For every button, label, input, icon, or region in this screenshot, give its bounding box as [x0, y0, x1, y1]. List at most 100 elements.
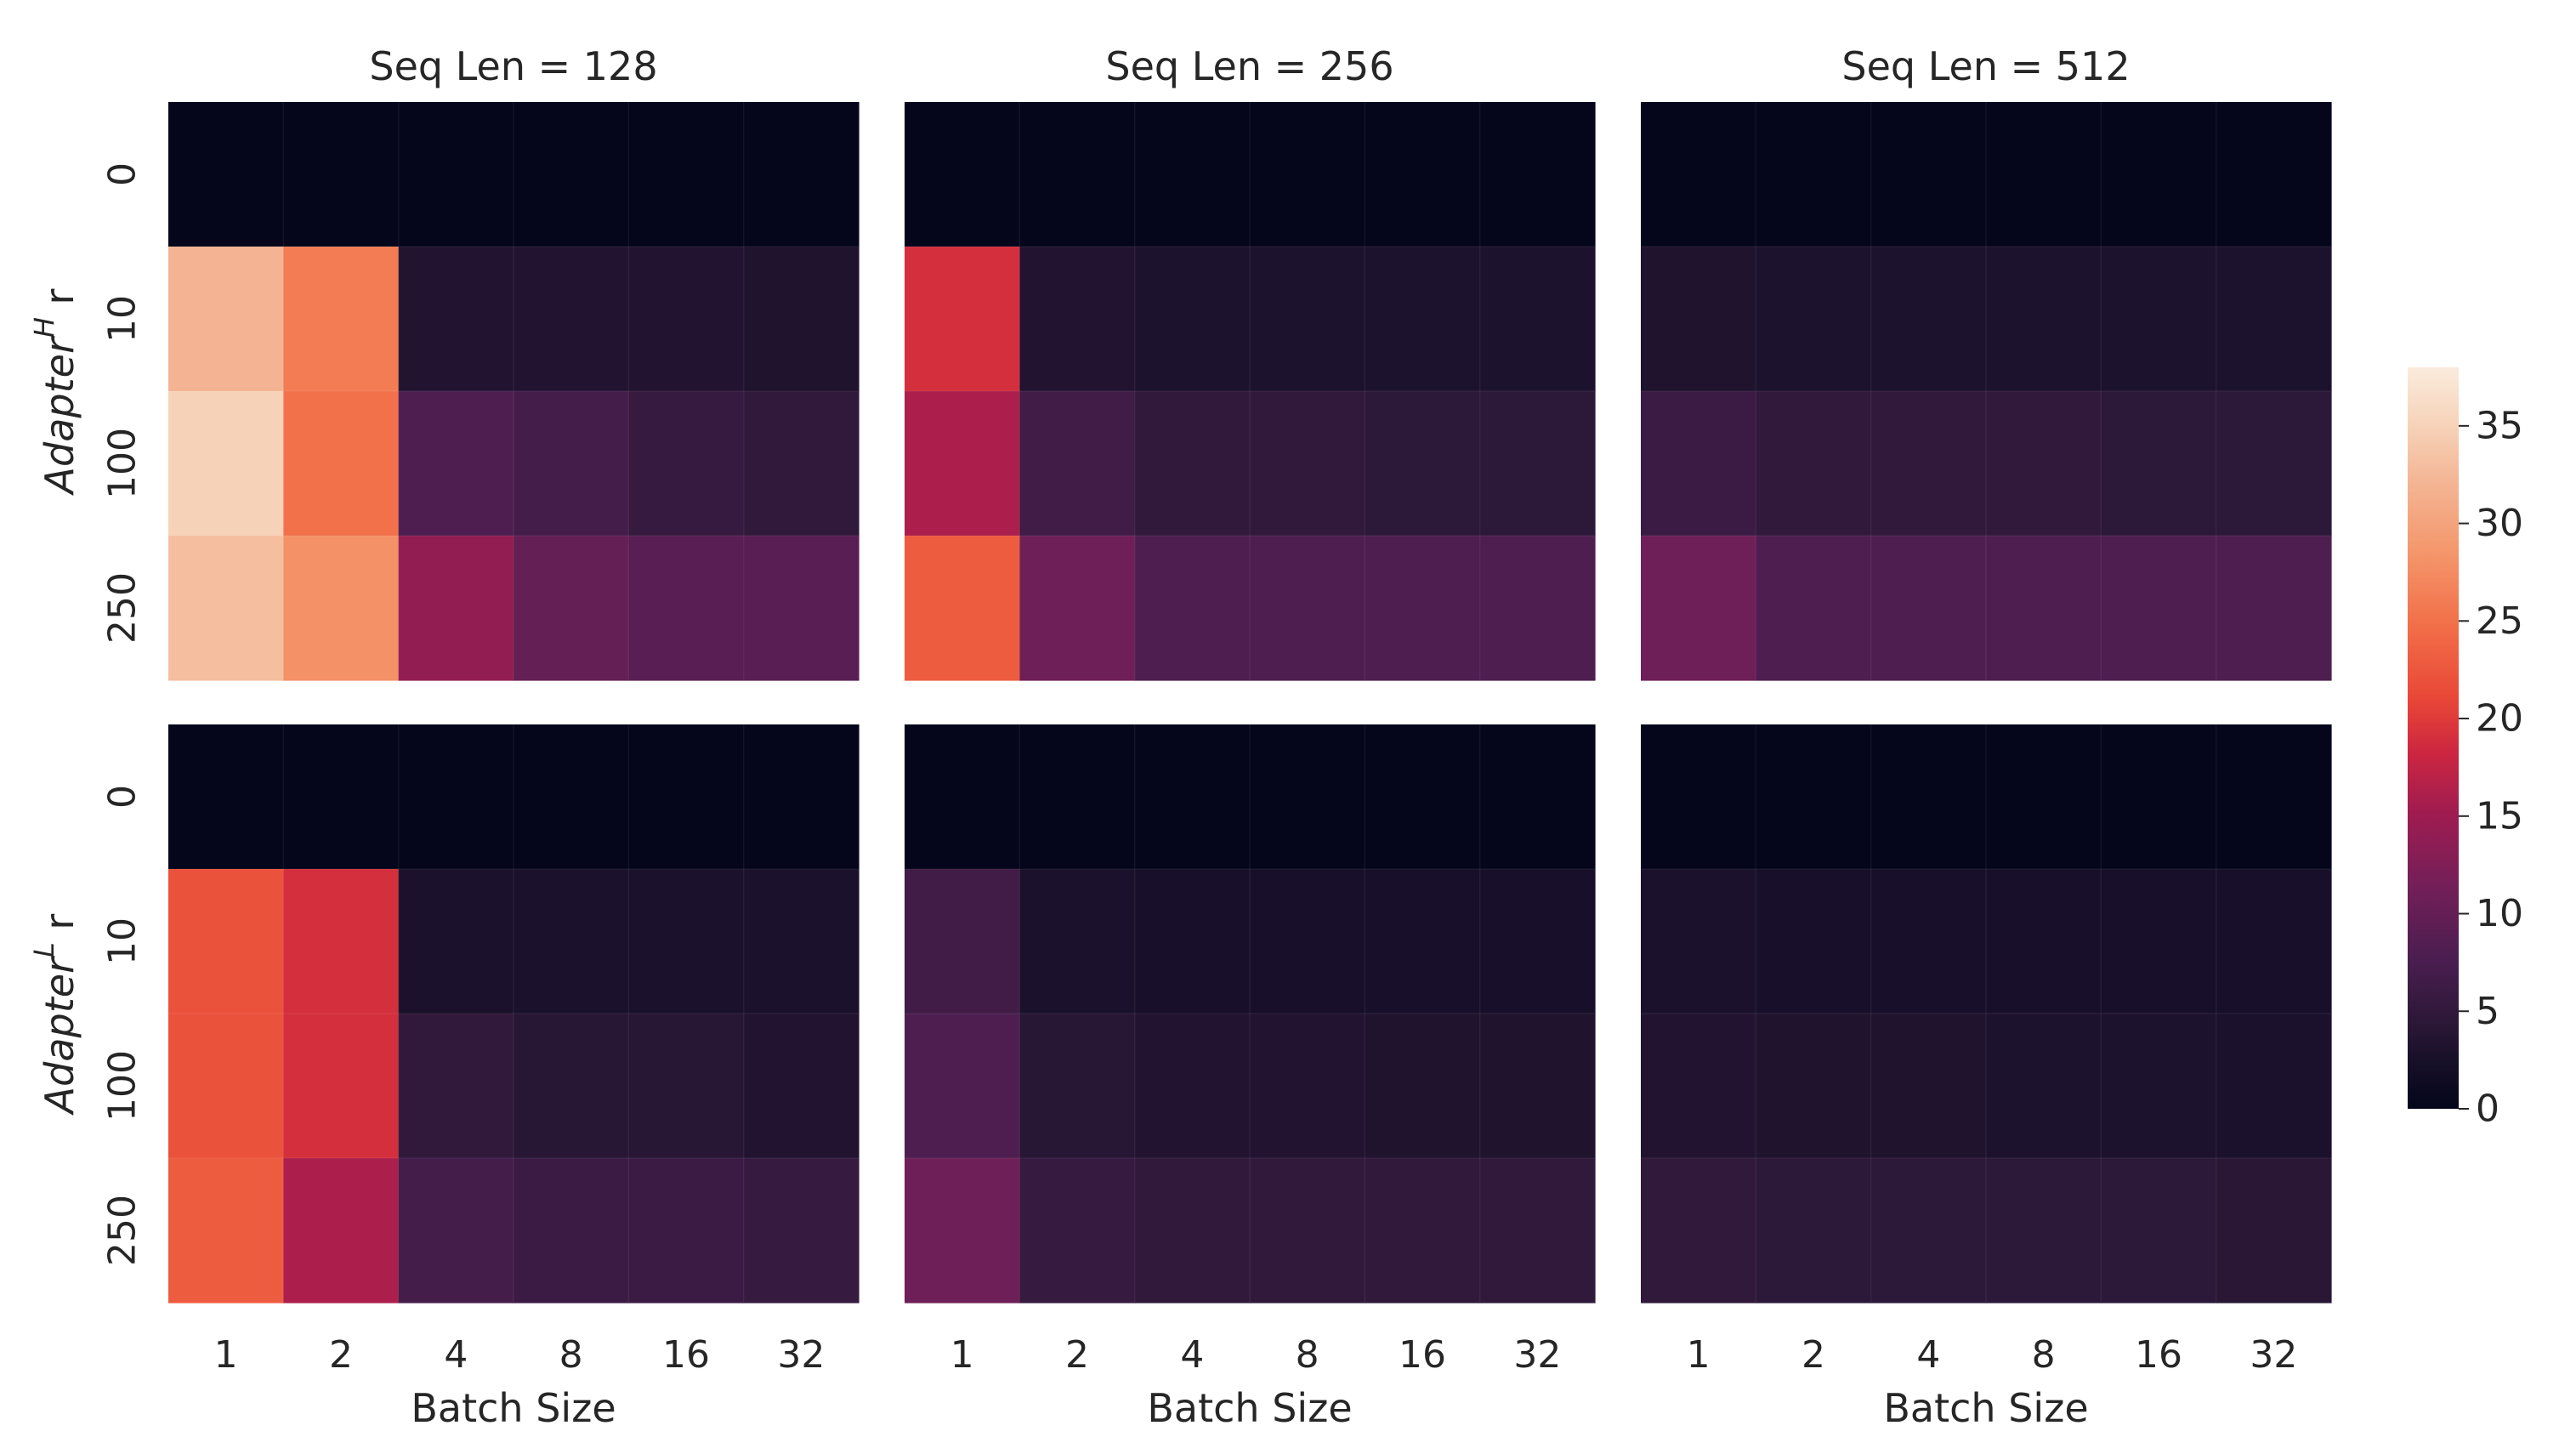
heatmap-cell — [1019, 391, 1136, 537]
heatmap-cell — [168, 869, 284, 1014]
heatmap-cell — [1870, 391, 1987, 537]
heatmap-cell — [168, 536, 284, 681]
heatmap-cell — [1365, 102, 1481, 247]
heatmap-cell — [168, 724, 284, 870]
x-tick-label: 1 — [950, 1333, 974, 1377]
heatmap-cell — [513, 869, 629, 1014]
colorbar-gradient — [2408, 367, 2459, 1109]
x-tick-label: 16 — [662, 1333, 710, 1377]
heatmap-cell — [1134, 869, 1251, 1014]
heatmap-cell — [398, 724, 514, 870]
heatmap-cell — [1756, 102, 1872, 247]
heatmap-cell — [1479, 536, 1596, 681]
heatmap-cell — [1365, 1158, 1481, 1303]
x-tick-label: 4 — [444, 1333, 468, 1377]
heatmap-cell — [628, 1014, 745, 1159]
heatmap-cell — [513, 1014, 629, 1159]
heatmap-cell — [628, 869, 745, 1014]
heatmap-cell — [168, 247, 284, 392]
heatmap-cell — [2216, 1014, 2332, 1159]
y-tick-label: 250 — [101, 572, 145, 644]
x-tick-label: 2 — [1065, 1333, 1089, 1377]
heatmap-cell — [2101, 536, 2217, 681]
heatmap-cell — [1365, 869, 1481, 1014]
heatmap-cell — [1870, 1014, 1987, 1159]
x-tick-label: 8 — [1296, 1333, 1319, 1377]
x-tick-label: 32 — [777, 1333, 825, 1377]
heatmap-cell — [1986, 724, 2102, 870]
heatmap-panel: Seq Len = 256 — [905, 43, 1596, 681]
heatmap-cell — [1870, 536, 1987, 681]
heatmap-cell — [2216, 102, 2332, 247]
heatmap-cell — [628, 391, 745, 537]
heatmap-cell — [1019, 102, 1136, 247]
heatmap-cell — [2216, 247, 2332, 392]
heatmap-cell — [1019, 1014, 1136, 1159]
heatmap-cell — [2216, 724, 2332, 870]
heatmap-cell — [905, 1158, 1020, 1303]
heatmap-cell — [1019, 536, 1136, 681]
heatmap-cell — [1134, 536, 1251, 681]
heatmap-cell — [1870, 724, 1987, 870]
heatmap-cell — [2216, 391, 2332, 537]
heatmap-panel: 1 2 4 8 16 32 Batch Size — [168, 724, 860, 1431]
heatmap-cell — [1250, 247, 1365, 392]
heatmap-cell — [1641, 724, 1756, 870]
heatmap-cell — [905, 724, 1020, 870]
heatmap-cell — [513, 102, 629, 247]
heatmap-cell — [1986, 1014, 2102, 1159]
x-tick-label: 16 — [2135, 1333, 2182, 1377]
heatmap-cell — [513, 724, 629, 870]
heatmap-cell — [1479, 1158, 1596, 1303]
heatmap-cell — [283, 536, 400, 681]
heatmap-cell — [283, 391, 400, 537]
x-axis-label: Batch Size — [1147, 1385, 1352, 1431]
heatmap-cell — [513, 247, 629, 392]
colorbar-tick-label: 20 — [2476, 697, 2523, 741]
heatmap-cell — [905, 391, 1020, 537]
heatmap-cell — [905, 536, 1020, 681]
heatmap-cell — [1986, 102, 2102, 247]
heatmap-cell — [283, 1014, 400, 1159]
heatmap-cell — [398, 536, 514, 681]
y-tick-label: 100 — [101, 428, 145, 499]
heatmap-cell — [168, 1158, 284, 1303]
heatmap-cell — [905, 1014, 1020, 1159]
heatmap-cell — [1870, 1158, 1987, 1303]
x-tick-label: 1 — [214, 1333, 238, 1377]
x-tick-label: 8 — [2032, 1333, 2056, 1377]
heatmap-cell — [1250, 1158, 1365, 1303]
heatmap-cell — [1986, 1158, 2102, 1303]
heatmap-cell — [1134, 102, 1251, 247]
heatmap-cell — [1641, 1014, 1756, 1159]
x-tick-label: 32 — [1513, 1333, 1561, 1377]
heatmap-cell — [283, 869, 400, 1014]
heatmap-panel: Seq Len = 128 — [168, 43, 860, 681]
x-tick-label: 4 — [1916, 1333, 1940, 1377]
colorbar: 0 5 10 15 20 25 30 35 — [2408, 367, 2523, 1131]
heatmap-cell — [1134, 1014, 1251, 1159]
heatmap-cell — [1641, 102, 1756, 247]
heatmap-cell — [1641, 536, 1756, 681]
heatmap-cell — [2101, 247, 2217, 392]
heatmap-cell — [743, 1014, 860, 1159]
heatmap-cell — [1479, 102, 1596, 247]
heatmap-cell — [1756, 1014, 1872, 1159]
x-axis-label: Batch Size — [1883, 1385, 2088, 1431]
colorbar-tick-label: 35 — [2476, 404, 2523, 447]
y-tick-label: 10 — [101, 917, 145, 965]
colorbar-tick-label: 15 — [2476, 794, 2523, 838]
heatmap-cell — [1986, 536, 2102, 681]
panel-title: Seq Len = 128 — [369, 43, 657, 89]
x-tick-label: 1 — [1687, 1333, 1711, 1377]
heatmap-cell — [1250, 724, 1365, 870]
x-tick-label: 2 — [329, 1333, 353, 1377]
heatmap-cell — [1986, 391, 2102, 537]
heatmap-cell — [2101, 391, 2217, 537]
heatmap-cell — [1986, 869, 2102, 1014]
heatmap-cell — [1250, 869, 1365, 1014]
panel-title: Seq Len = 256 — [1105, 43, 1393, 89]
heatmap-cell — [1641, 869, 1756, 1014]
heatmap-cell — [1870, 869, 1987, 1014]
heatmap-cell — [1756, 869, 1872, 1014]
